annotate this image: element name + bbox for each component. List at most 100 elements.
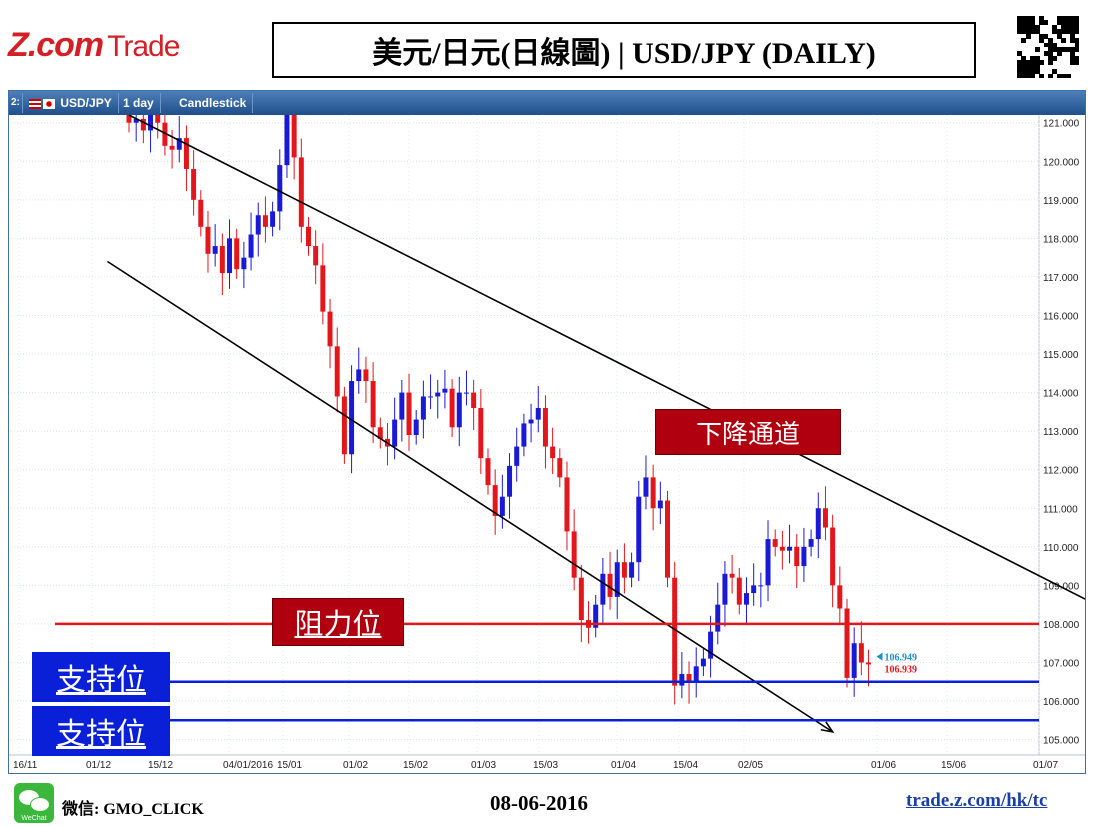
candle-body [471,392,477,409]
candle-body [772,539,778,547]
candle-body [672,577,678,686]
chart-index: 2: [9,93,23,113]
y-tick-label: 112.000 [1043,466,1079,477]
candle-body [306,226,311,247]
candle-body [657,500,663,509]
x-tick-label: 01/12 [86,760,111,771]
candle-body [363,369,369,382]
candle-body [751,585,757,594]
chart-toolbar: 2: USD/JPY 1 day Candlestick [9,91,1085,115]
page-title: 美元/日元(日線圖) | USD/JPY (DAILY) [272,22,976,78]
candle-body [420,396,426,420]
resistance-label-text: 阻力位 [294,607,382,641]
candle-body [650,477,656,509]
candle-body [399,392,405,420]
interval-selector[interactable]: 1 day [117,93,161,113]
candle-body [255,215,261,235]
candle-body [341,396,347,455]
candle-body [542,408,548,447]
candle-body [148,115,154,131]
candle-body [155,115,161,123]
candle-body [729,573,735,578]
candle-body [270,211,276,227]
y-tick-label: 119.000 [1043,196,1079,207]
candle-body [665,500,670,578]
support-label-2-text: 支持位 [56,717,146,752]
y-tick-label: 115.000 [1043,350,1079,361]
price-axis-area [1039,115,1085,773]
candle-body [428,396,434,398]
candle-body [126,115,132,123]
candle-body [162,122,168,146]
candle-body [284,115,290,166]
candle-body [262,215,268,227]
candle-body [198,199,204,227]
x-tick-label: 01/04 [611,760,636,771]
y-tick-label: 121.000 [1043,119,1080,130]
candle-body [241,257,247,270]
candle-body [808,539,814,547]
candle-body [485,458,491,486]
candle-body [801,546,807,567]
candle-body [715,604,721,632]
candle-body [499,496,505,516]
candle-body [176,138,182,150]
y-tick-label: 110.000 [1043,543,1079,554]
x-tick-label: 01/07 [1033,760,1058,771]
candle-body [327,311,333,347]
candle-body [643,477,649,497]
candle-body [449,388,455,428]
x-tick-label: 01/03 [471,760,496,771]
candle-body [571,531,577,578]
candle-body [794,546,800,567]
candle-body [578,577,584,621]
candle-body [858,643,864,663]
y-tick-label: 105.000 [1043,736,1080,747]
candlestick-chart[interactable]: 121.000 120.000 119.000 118.000 117.000 116.0… [9,115,1085,773]
candle-body [557,458,563,478]
candle-body [219,246,225,274]
candle-body [298,157,304,227]
candle-body [191,168,197,200]
candle-body [356,369,362,382]
candle-body [600,573,606,605]
x-tick-label: 15/01 [277,760,302,771]
y-tick-label: 106.000 [1043,697,1080,708]
website-link[interactable]: trade.z.com/hk/tc [906,790,1048,811]
symbol-selector[interactable]: USD/JPY [23,93,119,113]
y-tick-label: 118.000 [1043,234,1079,245]
wechat-icon-text: WeChat [21,815,47,822]
candle-body [377,427,383,439]
chart-style-selector[interactable]: Candlestick [173,93,254,113]
candle-body [758,585,764,587]
candle-body [320,265,326,312]
resistance-label: 阻力位 [272,598,404,646]
us-flag-icon [29,98,41,109]
candle-body [291,115,297,158]
candle-body [277,165,283,212]
y-tick-label: 108.000 [1043,620,1080,631]
candle-body [406,392,412,435]
candle-body [392,419,398,447]
candle-body [507,465,513,497]
x-tick-label: 15/06 [941,760,966,771]
candle-body [629,562,635,578]
bid-marker-icon [876,652,883,661]
candle-body [492,485,498,516]
candle-body [212,246,218,254]
candle-body [722,573,728,605]
candle-body [866,662,872,665]
candle-body [779,546,785,551]
candle-body [442,388,448,393]
candle-body [521,423,527,447]
y-tick-label: 107.000 [1043,658,1080,669]
candle-body [607,573,613,597]
y-tick-label: 120.000 [1043,157,1080,168]
candle-body [456,392,462,428]
candle-body [851,643,857,678]
qr-code-icon [1017,16,1080,79]
candle-body [564,477,570,532]
japan-flag-icon [43,98,55,109]
candle-body [765,539,771,586]
channel-lower-line-arrow [820,721,835,733]
